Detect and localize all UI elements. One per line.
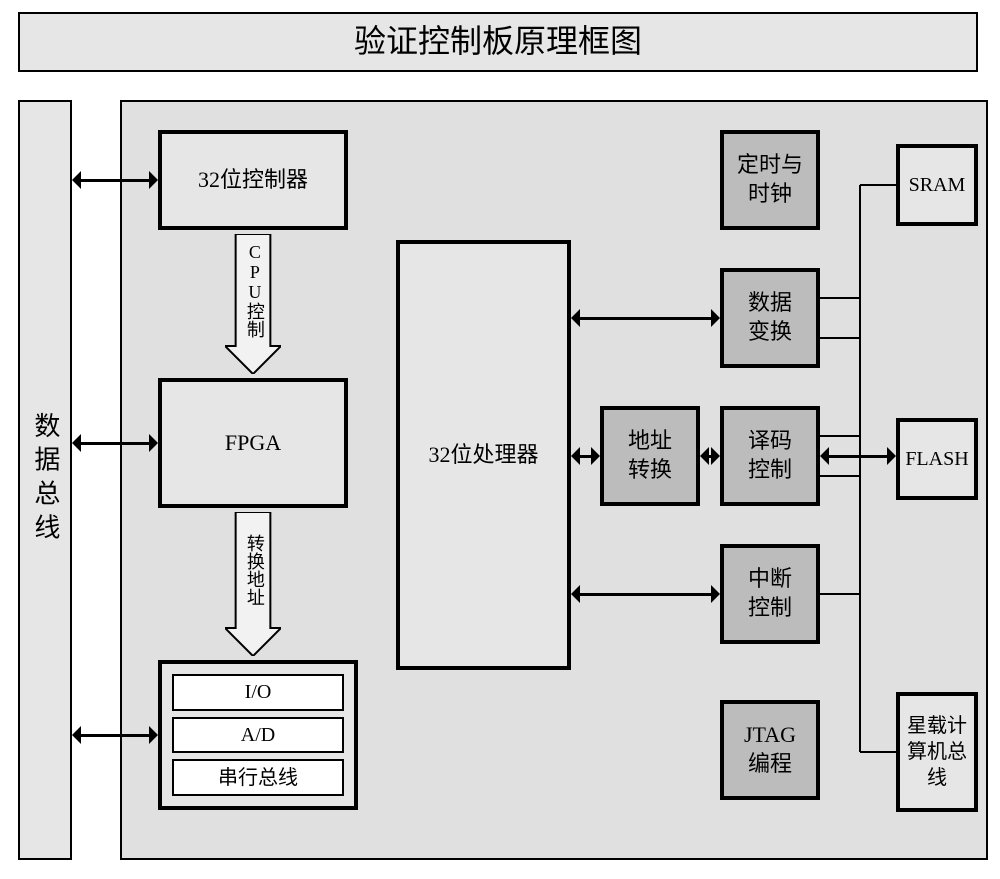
label-sram: SRAM bbox=[909, 172, 966, 198]
label-32bit-controller: 32位控制器 bbox=[198, 166, 308, 195]
io-row-1: A/D bbox=[172, 717, 344, 754]
data-bus-label: 数据总线 bbox=[28, 412, 62, 547]
node-timer-clock: 定时与 时钟 bbox=[720, 130, 820, 230]
svg-text:CPU控制: CPU控制 bbox=[245, 242, 265, 338]
label-data-conversion: 数据 变换 bbox=[748, 289, 792, 346]
node-interrupt-control: 中断 控制 bbox=[720, 544, 820, 644]
node-32bit-controller: 32位控制器 bbox=[158, 130, 348, 230]
node-sram: SRAM bbox=[896, 144, 978, 226]
label-address-translate: 地址 转换 bbox=[628, 427, 672, 484]
node-fpga: FPGA bbox=[158, 378, 348, 508]
block-arrow-cpu-control: CPU控制 bbox=[225, 234, 281, 374]
label-onboard-computer-bus: 星载计 算机总 线 bbox=[907, 713, 967, 791]
title-bar: 验证控制板原理框图 bbox=[18, 12, 978, 72]
label-flash: FLASH bbox=[905, 446, 968, 472]
node-32bit-processor: 32位处理器 bbox=[396, 240, 571, 670]
label-32bit-processor: 32位处理器 bbox=[428, 441, 538, 470]
label-jtag: JTAG 编程 bbox=[744, 721, 796, 778]
label-interrupt-control: 中断 控制 bbox=[748, 565, 792, 622]
label-fpga: FPGA bbox=[225, 429, 281, 458]
node-address-translate: 地址 转换 bbox=[600, 406, 700, 506]
node-flash: FLASH bbox=[896, 418, 978, 500]
io-row-0: I/O bbox=[172, 674, 344, 711]
label-decode-control: 译码 控制 bbox=[748, 427, 792, 484]
title-text: 验证控制板原理框图 bbox=[354, 21, 642, 63]
node-onboard-computer-bus: 星载计 算机总 线 bbox=[896, 692, 978, 812]
diagram-canvas: 验证控制板原理框图 数据总线 32位控制器 FPGA 32位处理器 定时与 时钟… bbox=[0, 0, 1000, 879]
node-decode-control: 译码 控制 bbox=[720, 406, 820, 506]
svg-text:转换地址: 转换地址 bbox=[245, 534, 265, 606]
label-timer-clock: 定时与 时钟 bbox=[737, 151, 803, 208]
block-arrow-convert-address: 转换地址 bbox=[225, 512, 281, 656]
node-data-conversion: 数据 变换 bbox=[720, 268, 820, 368]
io-row-2: 串行总线 bbox=[172, 759, 344, 796]
node-jtag: JTAG 编程 bbox=[720, 700, 820, 800]
node-data-bus: 数据总线 bbox=[18, 100, 72, 860]
node-io-group: I/O A/D 串行总线 bbox=[158, 660, 358, 810]
